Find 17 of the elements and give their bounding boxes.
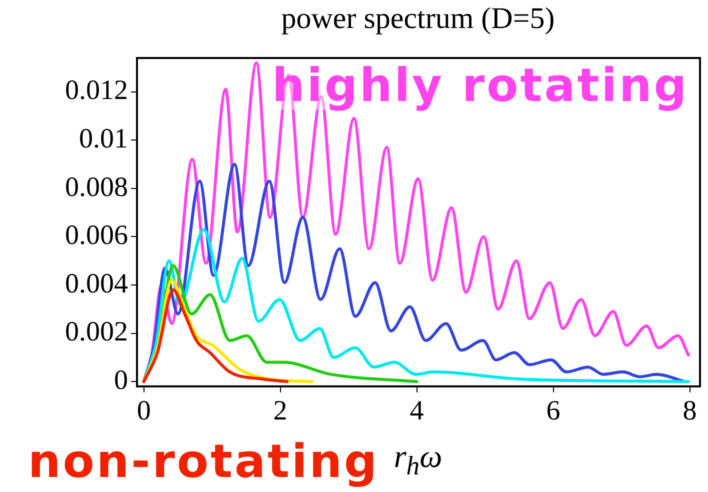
- x-tick-label: 2: [273, 396, 288, 427]
- text: non-rotating: [24, 434, 383, 488]
- y-tick-label: 0: [114, 364, 128, 396]
- line-series: [142, 288, 289, 384]
- x-tick-label: 0: [136, 396, 151, 427]
- line-series: [142, 228, 690, 384]
- x-tick-label: 4: [410, 396, 424, 427]
- x-axis-title: r$_{h}$ω: [394, 438, 442, 480]
- y-tick-label: 0.008: [65, 172, 128, 203]
- x-tick-label: 6: [546, 396, 560, 427]
- y-tick-label: 0.006: [65, 220, 128, 252]
- y-tick-label: 0.002: [65, 316, 128, 348]
- y-tick-label: 0.01: [79, 123, 128, 154]
- x-tick-label: 8: [682, 396, 697, 427]
- y-tick-label: 0.004: [65, 268, 128, 300]
- chart-title: power spectrum (D=5): [280, 2, 556, 36]
- y-tick-label: 0.012: [65, 75, 128, 106]
